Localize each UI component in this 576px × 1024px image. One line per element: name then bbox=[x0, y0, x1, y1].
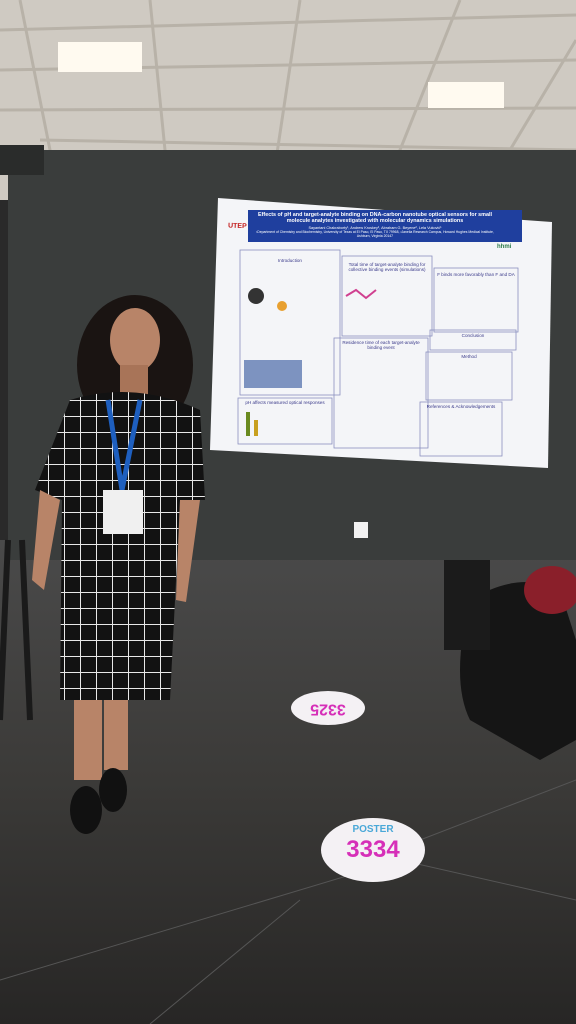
section-heading: pH affects measured optical responses bbox=[245, 400, 325, 405]
section-heading: Conclusion bbox=[461, 333, 485, 338]
logo-utep: UTEP bbox=[227, 222, 247, 231]
section-heading: Introduction bbox=[277, 258, 302, 263]
logo-hhmi: hhmi bbox=[497, 244, 512, 250]
poster-affiliation: ¹Department of Chemistry and Biochemistr… bbox=[256, 230, 494, 238]
floor-marker-number: 3334 bbox=[346, 836, 400, 863]
poster-authors: Sayantani Chakraborty¹, Andrew Kroskey²,… bbox=[308, 226, 442, 230]
poster-panels bbox=[237, 249, 519, 457]
section-heading: Method bbox=[461, 354, 477, 359]
ceiling-light bbox=[58, 42, 142, 72]
section-heading: Residence time of each target-analyte bi… bbox=[342, 340, 420, 351]
section-heading: F binds more favorably than F and DA bbox=[437, 272, 515, 277]
poster bbox=[210, 198, 552, 468]
poster-header bbox=[248, 210, 522, 242]
floor-marker bbox=[321, 818, 425, 882]
poster-title: Effects of pH and target-analyte binding… bbox=[258, 212, 492, 225]
floor-marker bbox=[291, 691, 365, 725]
ceiling-light bbox=[428, 82, 504, 108]
person bbox=[32, 295, 205, 834]
cup bbox=[354, 522, 368, 538]
floor-marker-label: POSTER bbox=[352, 824, 394, 835]
section-heading: References & Acknowledgements bbox=[426, 404, 496, 409]
section-heading: Total time of target-analyte binding for… bbox=[348, 262, 426, 273]
floor-marker-number: 3325 bbox=[310, 700, 346, 718]
ceiling-grid bbox=[0, 0, 576, 201]
